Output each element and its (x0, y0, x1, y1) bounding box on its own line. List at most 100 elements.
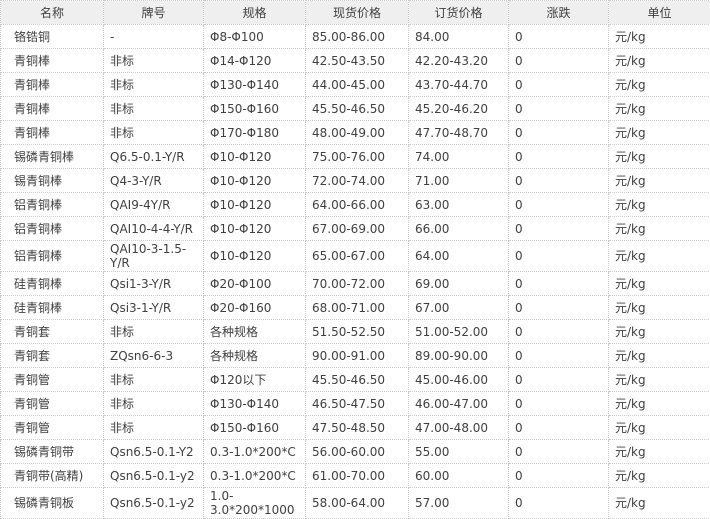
cell-spot_price: 48.00-49.00 (306, 121, 409, 145)
cell-grade: 非标 (104, 49, 204, 73)
cell-spot_price: 85.00-86.00 (306, 25, 409, 49)
cell-name: 锡磷青铜棒 (1, 145, 104, 169)
cell-change: 0 (509, 320, 609, 344)
cell-order_price: 67.00 (409, 296, 509, 320)
cell-unit: 元/kg (609, 121, 710, 145)
cell-spec: Φ20-Φ100 (204, 272, 306, 296)
cell-unit: 元/kg (609, 392, 710, 416)
cell-name: 青铜棒 (1, 97, 104, 121)
cell-order_price: 51.00-52.00 (409, 320, 509, 344)
header-row: 名称牌号规格现货价格订货价格涨跌单位 (1, 1, 710, 25)
cell-change: 0 (509, 464, 609, 488)
cell-unit: 元/kg (609, 97, 710, 121)
cell-spot_price: 72.00-74.00 (306, 169, 409, 193)
cell-order_price: 84.00 (409, 25, 509, 49)
cell-unit: 元/kg (609, 464, 710, 488)
cell-name: 青铜管 (1, 392, 104, 416)
cell-spot_price: 45.50-46.50 (306, 368, 409, 392)
cell-name: 青铜套 (1, 344, 104, 368)
cell-grade: 非标 (104, 121, 204, 145)
cell-change: 0 (509, 416, 609, 440)
cell-order_price: 43.70-44.70 (409, 73, 509, 97)
cell-unit: 元/kg (609, 25, 710, 49)
column-header-grade: 牌号 (104, 1, 204, 25)
cell-spec: 1.0- 3.0*200*1000 (204, 488, 306, 519)
cell-name: 铬锆铜 (1, 25, 104, 49)
cell-grade: Qsn6.5-0.1-Y2 (104, 440, 204, 464)
cell-grade: 非标 (104, 416, 204, 440)
cell-order_price: 89.00-90.00 (409, 344, 509, 368)
cell-order_price: 71.00 (409, 169, 509, 193)
cell-name: 硅青铜棒 (1, 272, 104, 296)
cell-change: 0 (509, 169, 609, 193)
cell-grade: 非标 (104, 392, 204, 416)
cell-spot_price: 56.00-60.00 (306, 440, 409, 464)
cell-spot_price: 61.00-70.00 (306, 464, 409, 488)
cell-order_price: 57.00 (409, 488, 509, 519)
cell-spot_price: 58.00-64.00 (306, 488, 409, 519)
cell-change: 0 (509, 145, 609, 169)
cell-order_price: 46.00-47.00 (409, 392, 509, 416)
cell-unit: 元/kg (609, 440, 710, 464)
cell-grade: Qsn6.5-0.1-y2 (104, 488, 204, 519)
cell-unit: 元/kg (609, 320, 710, 344)
cell-order_price: 63.00 (409, 193, 509, 217)
cell-name: 青铜棒 (1, 73, 104, 97)
cell-name: 锡青铜棒 (1, 169, 104, 193)
cell-grade: 非标 (104, 368, 204, 392)
cell-order_price: 74.00 (409, 145, 509, 169)
cell-change: 0 (509, 73, 609, 97)
cell-change: 0 (509, 272, 609, 296)
cell-name: 青铜棒 (1, 121, 104, 145)
cell-grade: 非标 (104, 97, 204, 121)
cell-name: 青铜管 (1, 416, 104, 440)
cell-order_price: 69.00 (409, 272, 509, 296)
cell-order_price: 47.70-48.70 (409, 121, 509, 145)
column-header-spot_price: 现货价格 (306, 1, 409, 25)
cell-spec: Φ20-Φ160 (204, 296, 306, 320)
cell-grade: 非标 (104, 73, 204, 97)
cell-unit: 元/kg (609, 193, 710, 217)
cell-spec: Φ10-Φ120 (204, 169, 306, 193)
cell-spot_price: 42.50-43.50 (306, 49, 409, 73)
cell-grade: QAI10-4-4-Y/R (104, 217, 204, 241)
cell-grade: Q4-3-Y/R (104, 169, 204, 193)
cell-spec: Φ130-Φ140 (204, 73, 306, 97)
column-header-unit: 单位 (609, 1, 710, 25)
cell-change: 0 (509, 49, 609, 73)
cell-order_price: 64.00 (409, 241, 509, 272)
cell-spot_price: 70.00-72.00 (306, 272, 409, 296)
cell-change: 0 (509, 241, 609, 272)
cell-change: 0 (509, 392, 609, 416)
cell-unit: 元/kg (609, 241, 710, 272)
cell-spec: 各种规格 (204, 344, 306, 368)
cell-spec: Φ120以下 (204, 368, 306, 392)
cell-spot_price: 67.00-69.00 (306, 217, 409, 241)
cell-change: 0 (509, 121, 609, 145)
cell-grade: 非标 (104, 320, 204, 344)
cell-unit: 元/kg (609, 169, 710, 193)
cell-unit: 元/kg (609, 73, 710, 97)
cell-order_price: 45.00-46.00 (409, 368, 509, 392)
cell-name: 青铜套 (1, 320, 104, 344)
cell-unit: 元/kg (609, 145, 710, 169)
cell-unit: 元/kg (609, 488, 710, 519)
cell-unit: 元/kg (609, 49, 710, 73)
cell-grade: ZQsn6-6-3 (104, 344, 204, 368)
cell-name: 铝青铜棒 (1, 241, 104, 272)
cell-change: 0 (509, 217, 609, 241)
